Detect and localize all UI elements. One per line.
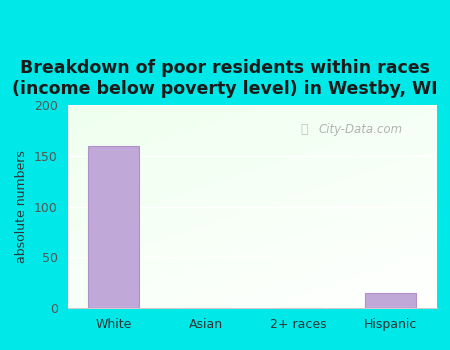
- Text: City-Data.com: City-Data.com: [319, 123, 403, 136]
- Text: (income below poverty level) in Westby, WI: (income below poverty level) in Westby, …: [12, 80, 438, 98]
- Y-axis label: absolute numbers: absolute numbers: [15, 150, 28, 263]
- Text: Ⓢ: Ⓢ: [300, 123, 307, 136]
- Bar: [365, 293, 416, 308]
- Bar: [88, 146, 139, 308]
- Text: Breakdown of poor residents within races: Breakdown of poor residents within races: [20, 59, 430, 77]
